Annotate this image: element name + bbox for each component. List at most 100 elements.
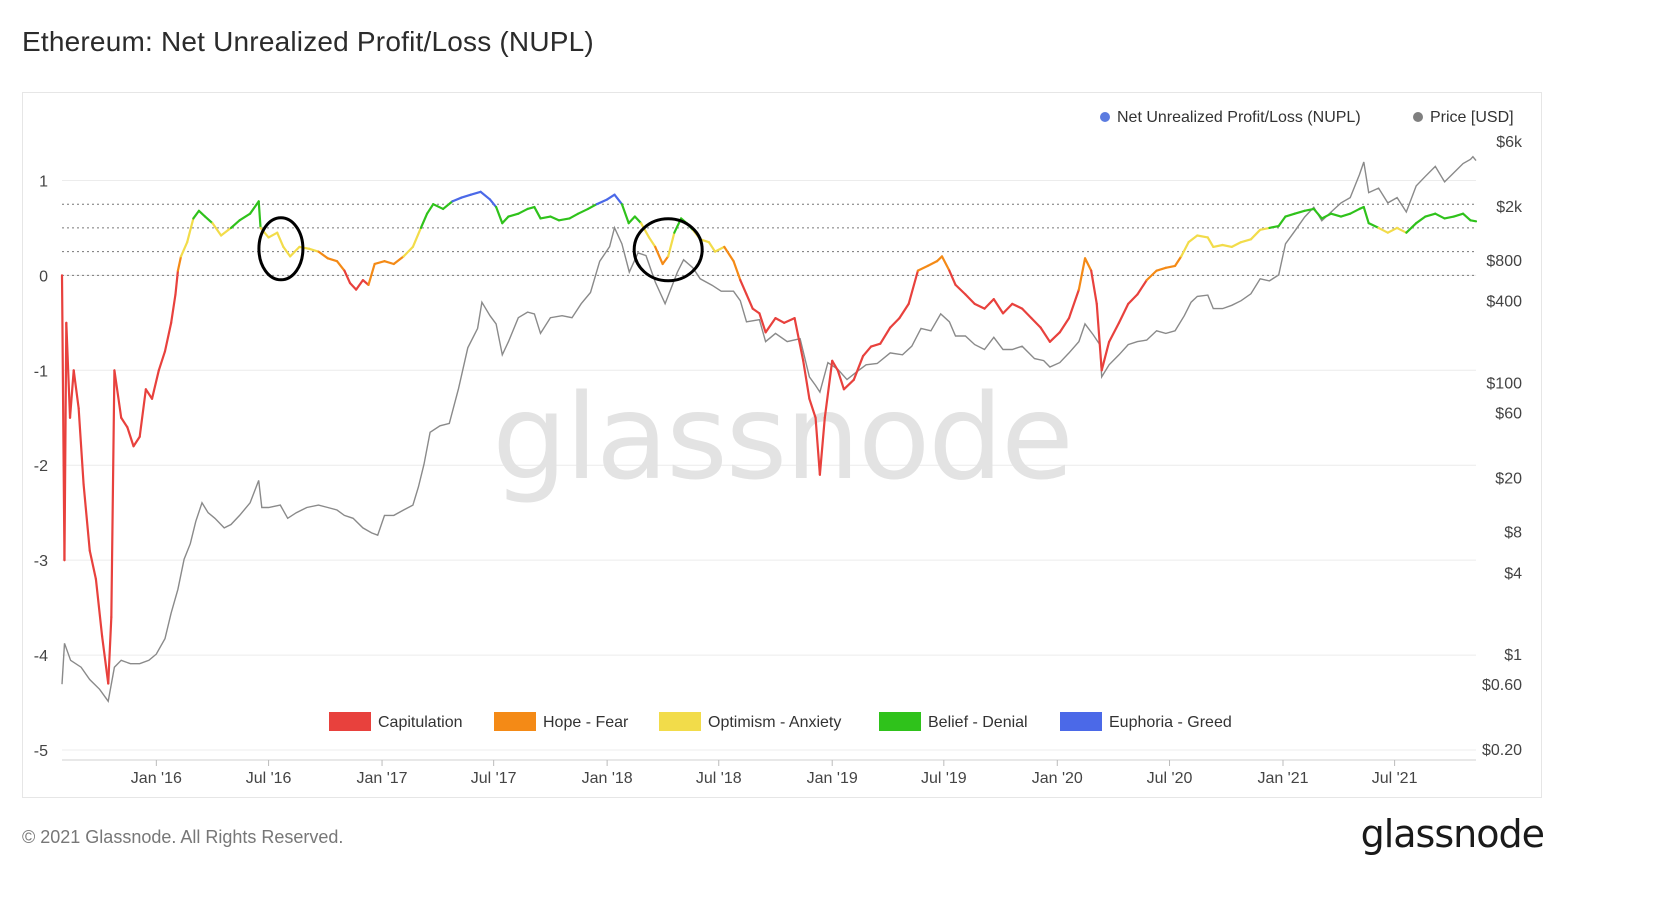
nupl-series-segment — [1239, 238, 1253, 244]
nupl-series-segment — [802, 359, 811, 400]
nupl-series-segment — [1443, 215, 1455, 220]
nupl-series-segment — [259, 226, 270, 239]
zone-legend-swatch — [879, 712, 921, 731]
nupl-series-segment — [1067, 288, 1080, 320]
nupl-series-segment — [317, 250, 329, 260]
nupl-series-segment — [348, 281, 358, 291]
nupl-series-segment — [361, 279, 370, 286]
nupl-series-segment — [68, 369, 75, 419]
nupl-series-segment — [568, 212, 580, 220]
nupl-series-segment — [113, 369, 123, 419]
nupl-series-segment — [1415, 215, 1427, 225]
nupl-series-segment — [745, 293, 754, 310]
y-right-tick-label: $2k — [1496, 199, 1523, 216]
nupl-series-segment — [916, 264, 929, 272]
nupl-series-segment — [549, 215, 561, 222]
x-tick-label: Jul '17 — [471, 770, 517, 787]
nupl-series-segment — [110, 369, 116, 619]
x-tick-label: Jul '20 — [1147, 770, 1193, 787]
nupl-series-segment — [1249, 228, 1262, 241]
zone-legend-label: Optimism - Anxiety — [708, 714, 841, 731]
y-left-tick-label: -3 — [34, 553, 48, 570]
nupl-series-segment — [751, 307, 761, 315]
y-right-tick-label: $100 — [1486, 375, 1522, 392]
nupl-series-segment — [1362, 205, 1370, 225]
legend-nupl-dot — [1100, 112, 1110, 122]
nupl-series-segment — [713, 245, 726, 253]
nupl-series-segment — [211, 222, 223, 237]
x-tick-label: Jul '18 — [696, 770, 742, 787]
zone-legend-swatch — [329, 712, 371, 731]
legend-price-dot — [1413, 112, 1423, 122]
nupl-series-segment — [732, 260, 742, 282]
nupl-series-segment — [94, 578, 104, 638]
nupl-series-segment — [723, 245, 735, 263]
nupl-series-segment — [138, 388, 147, 438]
y-right-tick-label: $6k — [1496, 134, 1523, 151]
nupl-series-segment — [1180, 241, 1190, 258]
nupl-series-segment — [367, 262, 376, 286]
nupl-series-segment — [1268, 224, 1280, 230]
nupl-series-segment — [620, 203, 630, 225]
nupl-series-segment — [1164, 264, 1177, 269]
highlight-circle — [257, 216, 305, 282]
nupl-series-segment — [1386, 226, 1399, 234]
nupl-series-segment — [469, 190, 482, 196]
y-left-tick-label: -1 — [34, 363, 48, 380]
nupl-series-segment — [507, 212, 520, 218]
copyright-text: © 2021 Glassnode. All Rights Reserved. — [22, 827, 344, 847]
y-right-tick-label: $400 — [1486, 294, 1522, 311]
nupl-series-segment — [186, 217, 195, 244]
y-right-tick-label: $4 — [1504, 565, 1522, 582]
nupl-series-segment — [667, 231, 676, 258]
nupl-series-segment — [852, 354, 865, 381]
watermark: glassnode — [492, 368, 1071, 506]
nupl-series-segment — [707, 241, 717, 253]
y-right-tick-label: $1 — [1504, 647, 1522, 664]
highlight-circle — [632, 217, 704, 283]
nupl-series-segment — [861, 345, 873, 358]
nupl-series-segment — [1196, 234, 1209, 239]
nupl-series-segment — [808, 397, 817, 419]
nupl-series-segment — [639, 222, 651, 239]
nupl-series-segment — [907, 269, 920, 305]
nupl-series-segment — [948, 269, 957, 286]
nupl-series-segment — [326, 257, 339, 263]
nupl-series-segment — [65, 321, 72, 419]
y-left-tick-label: -4 — [34, 648, 48, 665]
nupl-series-segment — [954, 283, 967, 296]
y-left-tick-label: -2 — [34, 458, 48, 475]
nupl-series-segment — [192, 209, 200, 220]
nupl-series-segment — [1173, 255, 1183, 267]
nupl-series-segment — [898, 302, 910, 320]
nupl-series-segment — [392, 255, 405, 266]
nupl-series-segment — [1293, 209, 1306, 215]
nupl-series-segment — [1377, 226, 1389, 234]
nupl-series-segment — [495, 205, 504, 225]
nupl-series-segment — [179, 241, 189, 258]
nupl-series-segment — [1090, 269, 1098, 305]
nupl-series-segment — [926, 260, 939, 267]
nupl-series-segment — [606, 193, 616, 201]
nupl-series-segment — [176, 255, 183, 272]
nupl-series-segment — [869, 342, 882, 348]
nupl-series-segment — [1187, 234, 1199, 244]
nupl-series-segment — [501, 215, 510, 225]
nupl-series-segment — [107, 616, 113, 685]
x-tick-label: Jan '21 — [1257, 770, 1308, 787]
nupl-series-segment — [1469, 219, 1478, 223]
legend-price-label: Price [USD] — [1430, 109, 1514, 126]
nupl-series-segment — [335, 260, 346, 272]
nupl-series-segment — [1100, 340, 1111, 372]
nupl-series-segment — [267, 231, 279, 239]
nupl-series-segment — [1145, 269, 1158, 282]
nupl-series-segment — [419, 212, 429, 230]
nupl-series-segment — [460, 193, 472, 199]
nupl-series-segment — [170, 293, 177, 324]
nupl-series-segment — [308, 247, 320, 253]
zone-legend-label: Belief - Denial — [928, 714, 1028, 731]
y-right-tick-label: $8 — [1504, 524, 1522, 541]
nupl-series-segment — [964, 293, 976, 305]
y-right-tick-label: $60 — [1495, 406, 1522, 423]
